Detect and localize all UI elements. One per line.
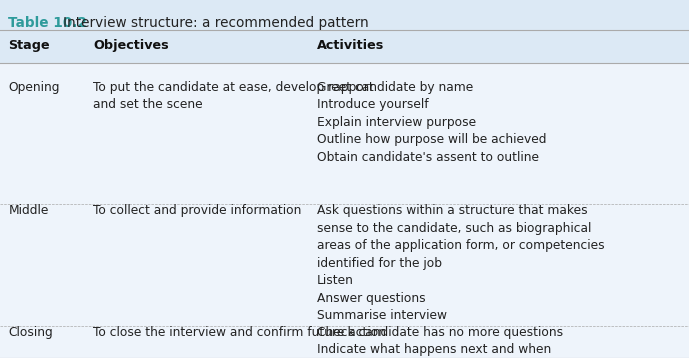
Bar	[0, 0, 689, 63]
Text: Closing: Closing	[8, 326, 53, 339]
Text: To close the interview and confirm future action: To close the interview and confirm futur…	[93, 326, 386, 339]
Text: Check candidate has no more questions
Indicate what happens next and when: Check candidate has no more questions In…	[317, 326, 563, 356]
Text: Opening: Opening	[8, 81, 60, 93]
Text: Greet candidate by name
Introduce yourself
Explain interview purpose
Outline how: Greet candidate by name Introduce yourse…	[317, 81, 546, 164]
Text: Objectives: Objectives	[93, 39, 169, 52]
Text: Stage: Stage	[8, 39, 50, 52]
Text: To collect and provide information: To collect and provide information	[93, 204, 301, 217]
Text: Activities: Activities	[317, 39, 384, 52]
Text: Ask questions within a structure that makes
sense to the candidate, such as biog: Ask questions within a structure that ma…	[317, 204, 604, 322]
Text: Table 10.2: Table 10.2	[8, 16, 87, 30]
Text: Middle: Middle	[8, 204, 49, 217]
Text: Interview structure: a recommended pattern: Interview structure: a recommended patte…	[63, 16, 369, 30]
Text: To put the candidate at ease, develop rapport
and set the scene: To put the candidate at ease, develop ra…	[93, 81, 373, 111]
Bar	[0, 63, 689, 358]
